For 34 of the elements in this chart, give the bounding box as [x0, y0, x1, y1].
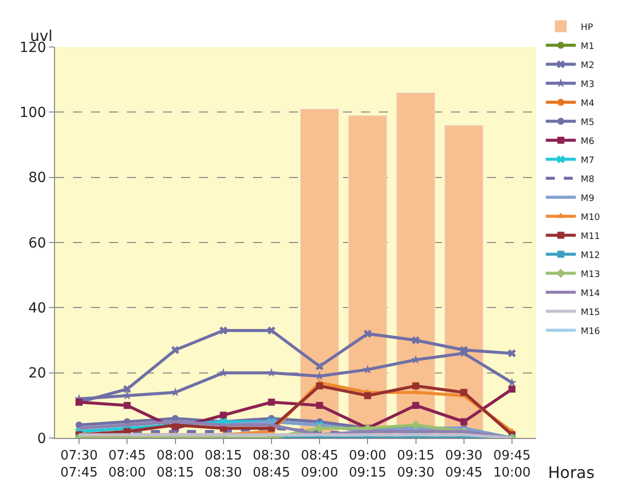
x-tick-label: 08:15 08:30	[204, 448, 242, 480]
x-tick-label: 09:00 09:15	[348, 448, 386, 480]
legend-label: M3	[580, 80, 594, 90]
legend-label: M10	[580, 212, 600, 223]
x-tick-label: 09:30 09:45	[445, 448, 483, 480]
legend-label: M5	[580, 118, 594, 128]
legend-label: M11	[580, 232, 600, 242]
legend-label: M7	[580, 156, 594, 166]
legend-label: M8	[580, 174, 595, 185]
y-tick-label: 40	[28, 300, 46, 317]
x-tick-label: 08:45 09:00	[300, 448, 338, 480]
legend-label: M15	[580, 308, 600, 318]
y-tick-label: 100	[19, 105, 46, 122]
x-tick-label: 07:45 08:00	[108, 448, 146, 480]
y-tick-label: 20	[28, 366, 46, 382]
x-axis-title: Horas	[548, 463, 595, 482]
y-tick-label: 80	[28, 170, 46, 186]
y-tick-label: 0	[37, 430, 46, 447]
x-tick-label: 07:30 07:45	[60, 448, 98, 480]
legend-label: HP	[580, 22, 594, 33]
x-tick-label: 09:45 10:00	[493, 448, 531, 480]
y-tick-label: 60	[28, 235, 46, 252]
x-tick-label: 08:00 08:15	[156, 448, 194, 480]
x-tick-label: 09:15 09:30	[397, 448, 434, 480]
legend-label: M4	[580, 98, 595, 109]
legend-label: M9	[580, 194, 595, 204]
legend-label: M12	[580, 250, 600, 261]
x-tick-label: 08:30 08:45	[252, 448, 290, 480]
legend-label: M6	[580, 136, 595, 147]
legend-label: M1	[580, 42, 594, 52]
legend-label: M2	[580, 60, 594, 71]
legend-label: M14	[580, 288, 600, 299]
legend-label: M16	[580, 326, 600, 337]
legend-label: M13	[580, 270, 600, 280]
